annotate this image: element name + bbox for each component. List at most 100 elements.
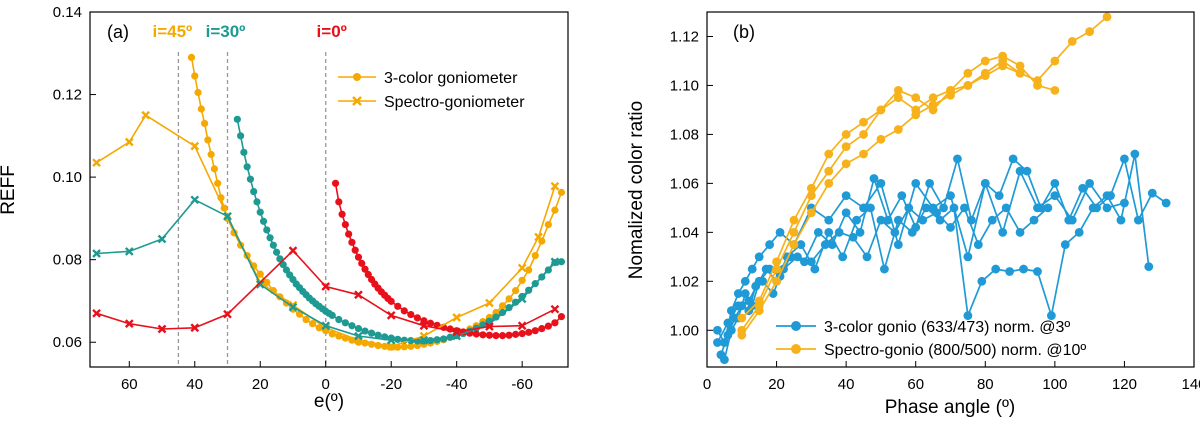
data-point-a [394,335,402,343]
chart-b-legend: 3-color gonio (633/473) norm. @3º Spectr… [776,319,1086,359]
chart-b-xtick-label: 120 [1112,376,1137,393]
chart-b-xtick-label: 0 [703,376,711,393]
chart-b-xtick-label: 40 [838,376,855,393]
legend-b-label-2: Spectro-gonio (800/500) norm. @10º [824,342,1086,359]
legend-a-label-2: Spectro-goniometer [384,94,525,111]
data-point-b [897,191,907,201]
data-point-b [1161,198,1171,208]
chart-b-ytick-label: 1.10 [670,77,699,94]
chart-b-panel-label: (b) [733,22,755,42]
chart-a-marks [92,52,566,367]
data-point-b [963,252,973,262]
chart-b-ytick-label: 1.12 [670,28,699,45]
data-point-b [841,159,851,169]
data-point-b [1050,56,1060,66]
legend-a-marker-1 [353,73,361,81]
data-point-a [273,248,281,256]
data-point-a [439,335,448,343]
data-point-a [157,324,167,334]
data-point-a [557,188,566,196]
data-point-a [550,257,560,267]
data-point-a [269,241,277,249]
data-point-a [124,137,134,147]
legend-a-label-1: 3-color goniometer [384,70,518,87]
data-point-b [824,166,834,176]
incidence-label-2: i=0º [317,22,347,41]
data-point-a [361,327,369,335]
data-point-a [200,119,209,128]
data-point-a [315,324,323,332]
data-point-a [531,327,539,335]
data-point-a [518,329,526,338]
data-point-b [1015,68,1025,78]
data-point-b [1019,264,1028,274]
data-point-b [893,215,903,225]
data-point-b [893,93,903,103]
data-point-b [876,215,886,225]
data-point-b [1102,191,1112,201]
data-point-a [223,211,232,221]
data-point-a [157,234,167,244]
data-point-a [517,294,527,304]
data-point-b [980,178,990,188]
data-point-a [187,53,196,62]
chart-b-frame [706,11,1195,368]
data-point-b [1036,203,1046,213]
data-point-b [824,149,834,159]
data-point-b [980,71,990,81]
data-point-b [994,191,1004,201]
data-point-b [1064,215,1074,225]
data-point-a [387,297,395,305]
chart-a-ytick-label: 0.12 [53,87,82,104]
data-point-b [1147,188,1157,198]
data-point-b [893,125,903,134]
data-point-a [240,148,248,156]
data-point-b [859,149,868,159]
data-point-a [354,331,363,341]
data-point-b [907,227,917,237]
chart-a-ytick-label: 0.08 [53,252,82,269]
legend-b-marker-2 [791,344,801,354]
chart-a-ytick-label: 0.14 [53,4,82,21]
data-point-a [341,319,349,327]
data-point-a [321,323,331,333]
data-point-b [754,276,764,286]
data-point-b [998,61,1008,71]
data-point-b [740,276,750,286]
chart-a: 60 40 20 0 -20 -40 -60 0.06 0.08 0.10 0.12 0.14 i=45… [0,4,569,412]
chart-a-xtick-label: -20 [380,376,402,393]
data-point-b [824,215,834,225]
data-point-b [928,100,938,110]
incidence-label-0: i=45º [153,22,193,41]
data-point-a [321,321,331,331]
data-point-a [194,88,202,97]
data-point-a [288,246,298,255]
data-point-a [246,175,255,183]
data-point-a [518,276,526,284]
data-point-a [544,322,552,330]
data-point-a [190,195,200,205]
data-point-a [557,258,566,266]
data-point-b [911,93,921,103]
data-point-a [498,332,507,340]
data-point-b [862,252,872,262]
data-point-a [266,234,274,242]
data-point-a [341,220,349,229]
data-point-b [719,355,729,365]
data-point-b [841,208,851,218]
data-point-b [953,154,962,164]
data-point-a [394,302,402,310]
data-point-b [1085,178,1095,188]
data-point-b [789,215,799,225]
data-point-a [525,266,533,274]
data-point-b [713,325,722,335]
data-point-b [726,325,736,335]
data-point-a [472,330,480,338]
data-point-b [1022,166,1032,176]
chart-b-marks [713,12,1171,365]
data-point-b [1067,36,1077,46]
data-point-b [893,240,903,249]
data-point-b [946,90,955,100]
chart-a-xtick-label: 60 [121,376,138,393]
data-point-a [407,342,415,350]
